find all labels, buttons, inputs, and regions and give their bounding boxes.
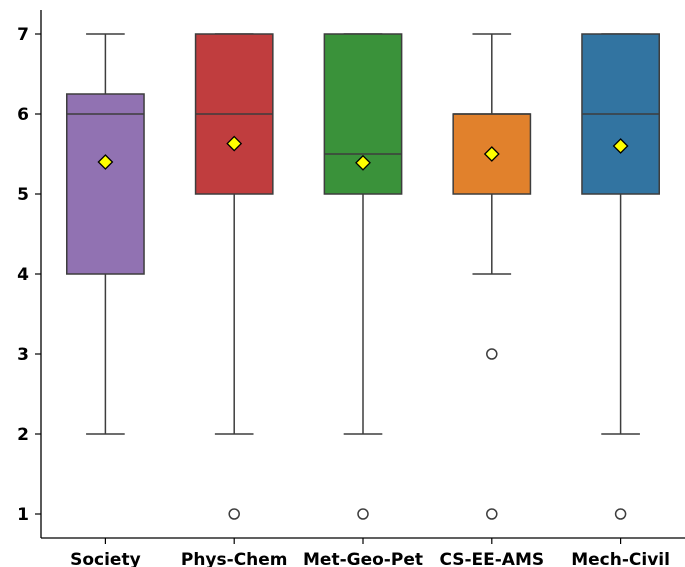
x-tick-label: Society xyxy=(70,550,141,567)
y-tick-label: 3 xyxy=(17,345,29,365)
x-tick-label: Mech-Civil xyxy=(571,550,670,567)
mean-marker xyxy=(226,135,243,152)
x-tick-label: Met-Geo-Pet xyxy=(303,550,423,567)
box-iqr xyxy=(66,93,145,275)
mean-marker xyxy=(483,146,500,162)
y-tick-label: 2 xyxy=(17,425,29,445)
outlier-point xyxy=(357,508,369,520)
y-tick-label: 7 xyxy=(17,25,29,45)
y-tick-label: 1 xyxy=(17,505,29,525)
mean-marker xyxy=(612,138,629,154)
outlier-point xyxy=(614,508,627,520)
x-tick-label: Phys-Chem xyxy=(181,550,288,567)
y-tick-label: 5 xyxy=(17,185,29,205)
mean-marker xyxy=(97,154,114,170)
outlier-point xyxy=(486,508,498,520)
y-tick-label: 6 xyxy=(17,105,29,125)
mean-marker xyxy=(355,154,371,171)
outlier-point xyxy=(228,508,240,520)
outlier-point xyxy=(486,348,498,360)
x-tick-label: CS-EE-AMS xyxy=(439,550,544,567)
y-tick-label: 4 xyxy=(17,265,29,285)
